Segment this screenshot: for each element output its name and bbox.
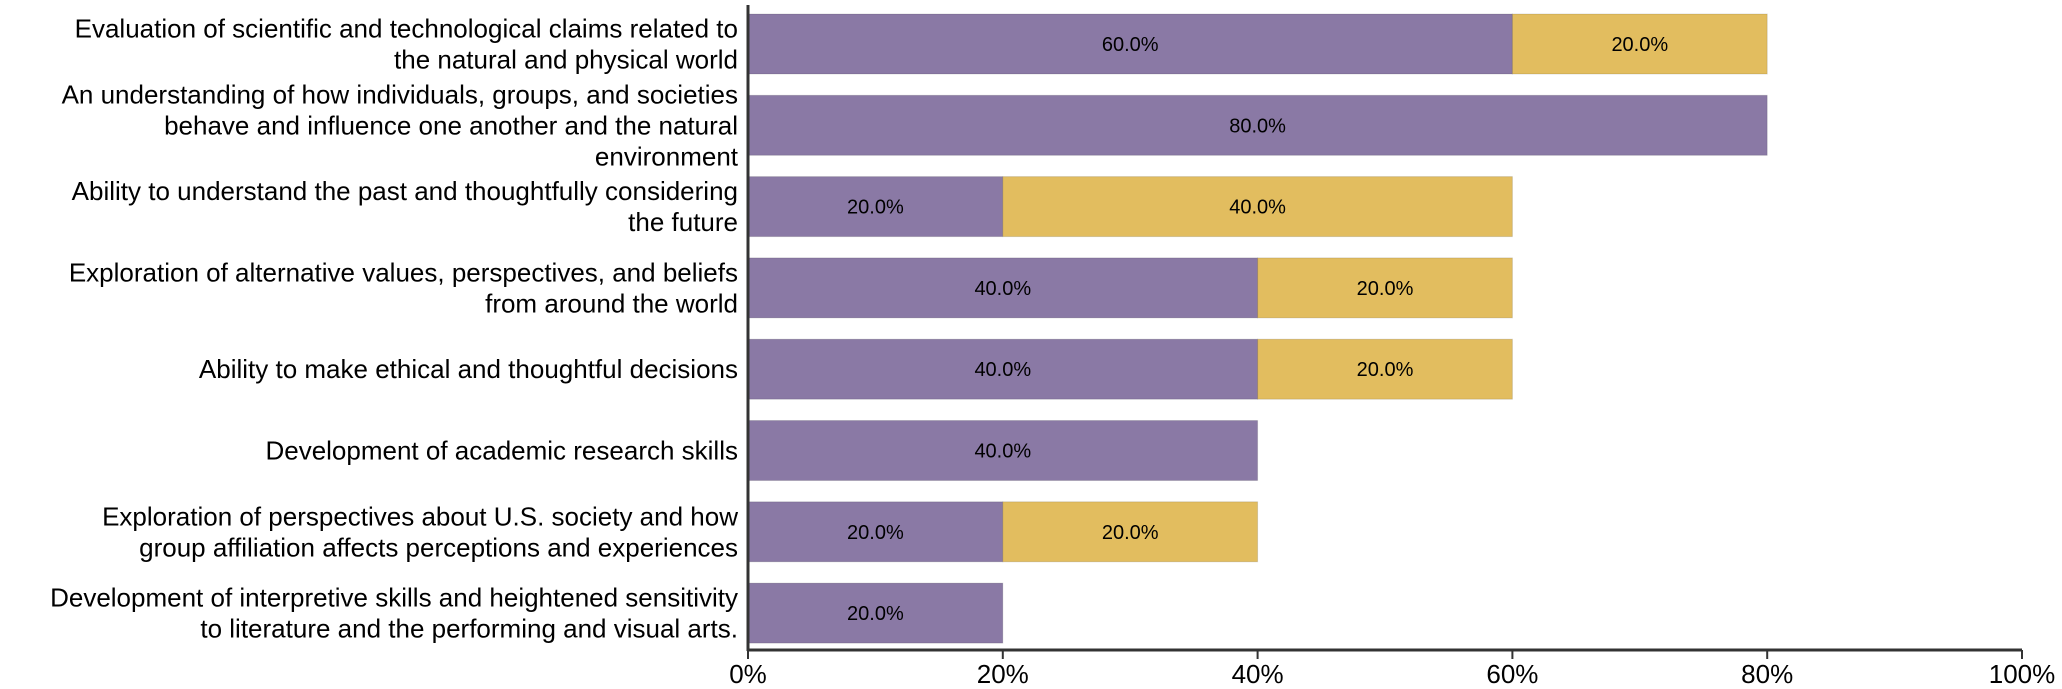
category-label-row3: Ability to understand the past and thoug…	[72, 176, 738, 237]
bar-segment-row4-series2	[1257, 257, 1513, 319]
data-label-row7-series1: 20.0%	[847, 522, 904, 544]
data-label-row5-series1: 40.0%	[974, 359, 1031, 381]
bar-segment-row8-series1	[747, 582, 1004, 644]
x-tick-label-60: 60%	[1486, 659, 1538, 689]
x-tick-label-80: 80%	[1741, 659, 1793, 689]
bar-segment-row4-series1	[747, 257, 1259, 319]
bar-segment-row1-series1	[747, 13, 1513, 75]
data-label-row6-series1: 40.0%	[974, 441, 1031, 463]
category-label-row6: Development of academic research skills	[265, 436, 738, 466]
category-label-row1: Evaluation of scientific and technologic…	[75, 14, 738, 75]
category-label-row7: Exploration of perspectives about U.S. s…	[102, 501, 738, 562]
bar-segment-row3-series1	[747, 176, 1004, 238]
data-label-row3-series2: 40.0%	[1229, 197, 1286, 219]
data-label-row2-series1: 80.0%	[1229, 115, 1286, 137]
bar-segment-row3-series2	[1002, 176, 1513, 238]
category-label-row4: Exploration of alternative values, persp…	[69, 257, 738, 318]
category-label-row5: Ability to make ethical and thoughtful d…	[199, 354, 738, 384]
x-tick-label-0: 0%	[729, 659, 767, 689]
data-label-row3-series1: 20.0%	[847, 197, 904, 219]
data-label-row5-series2: 20.0%	[1357, 359, 1414, 381]
x-tick-label-20: 20%	[977, 659, 1029, 689]
x-tick-label-40: 40%	[1232, 659, 1284, 689]
data-label-row8-series1: 20.0%	[847, 603, 904, 625]
data-label-row4-series2: 20.0%	[1357, 278, 1414, 300]
bars-layer: 60.0% 20.0% 80.0% 20.0% 40.0% 40.0% 20.0% 40.0%…	[747, 13, 1768, 644]
category-labels: Evaluation of scientific and technologic…	[50, 14, 739, 644]
bar-segment-row7-series2	[1002, 501, 1259, 563]
bar-segment-row1-series2	[1511, 13, 1768, 75]
category-label-row2: An understanding of how individuals, gro…	[62, 79, 739, 171]
bar-segment-row6-series1	[747, 420, 1259, 481]
x-axis-ticks: 0% 20% 40% 60% 80% 100%	[729, 650, 2055, 689]
bar-segment-row2-series1	[747, 94, 1768, 156]
bar-segment-row5-series2	[1257, 338, 1513, 400]
data-label-row7-series2: 20.0%	[1102, 522, 1159, 544]
data-label-row4-series1: 40.0%	[974, 278, 1031, 300]
x-tick-label-100: 100%	[1989, 659, 2056, 689]
bar-segment-row5-series1	[747, 338, 1259, 400]
data-label-row1-series1: 60.0%	[1102, 34, 1159, 56]
category-label-row8: Development of interpretive skills and h…	[50, 583, 738, 644]
data-label-row1-series2: 20.0%	[1611, 34, 1668, 56]
